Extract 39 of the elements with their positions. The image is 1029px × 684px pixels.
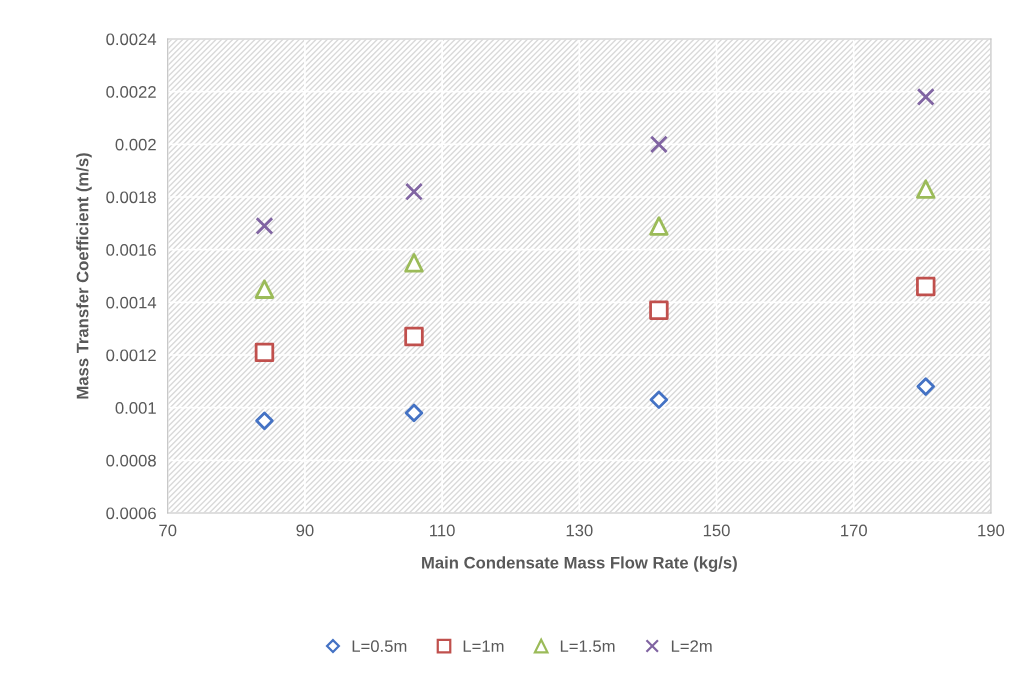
point — [404, 253, 424, 273]
legend-label: L=0.5m — [352, 640, 407, 653]
x-tick-label: 170 — [841, 524, 867, 537]
x-tick-label: 150 — [703, 524, 730, 537]
y-tick-label: 0.0012 — [106, 349, 156, 362]
point — [404, 403, 424, 423]
y-tick-label: 0.0006 — [106, 507, 156, 520]
point — [404, 182, 424, 201]
legend-label: L=1.5m — [560, 640, 615, 653]
y-tick-label: 0.0008 — [106, 454, 156, 467]
legend-label: L=2m — [671, 640, 712, 652]
point — [916, 179, 936, 199]
point — [916, 276, 936, 297]
x-tick-label: 190 — [978, 524, 1005, 537]
legend-label: L=1m — [463, 640, 504, 652]
point — [649, 390, 669, 410]
x-tick-label: 70 — [159, 524, 177, 537]
point — [254, 342, 275, 363]
y-tick-label: 0.0022 — [106, 86, 156, 98]
y-tick-label: 0.0018 — [106, 191, 156, 204]
point — [255, 411, 274, 431]
x-axis-title: Main Condensate Mass Flow Rate (kg/s) — [422, 556, 737, 572]
x-tick-label: 130 — [566, 524, 593, 537]
point — [916, 87, 935, 106]
x-tick-label: 110 — [430, 524, 455, 537]
point — [649, 135, 668, 154]
point — [916, 377, 935, 396]
point — [255, 216, 274, 235]
point — [404, 326, 424, 347]
y-tick-label: 0.0016 — [106, 244, 156, 256]
point — [649, 300, 669, 320]
point — [254, 279, 275, 299]
y-tick-label: 0.0024 — [106, 33, 157, 46]
x-tick-label: 90 — [296, 524, 314, 537]
y-tick-label: 0.0014 — [106, 296, 157, 309]
y-tick-label: 0.002 — [115, 138, 156, 151]
y-axis-title: Mass Transfer Coefficient (m/s) — [76, 153, 92, 399]
y-tick-label: 0.001 — [115, 402, 156, 414]
point — [649, 216, 669, 236]
